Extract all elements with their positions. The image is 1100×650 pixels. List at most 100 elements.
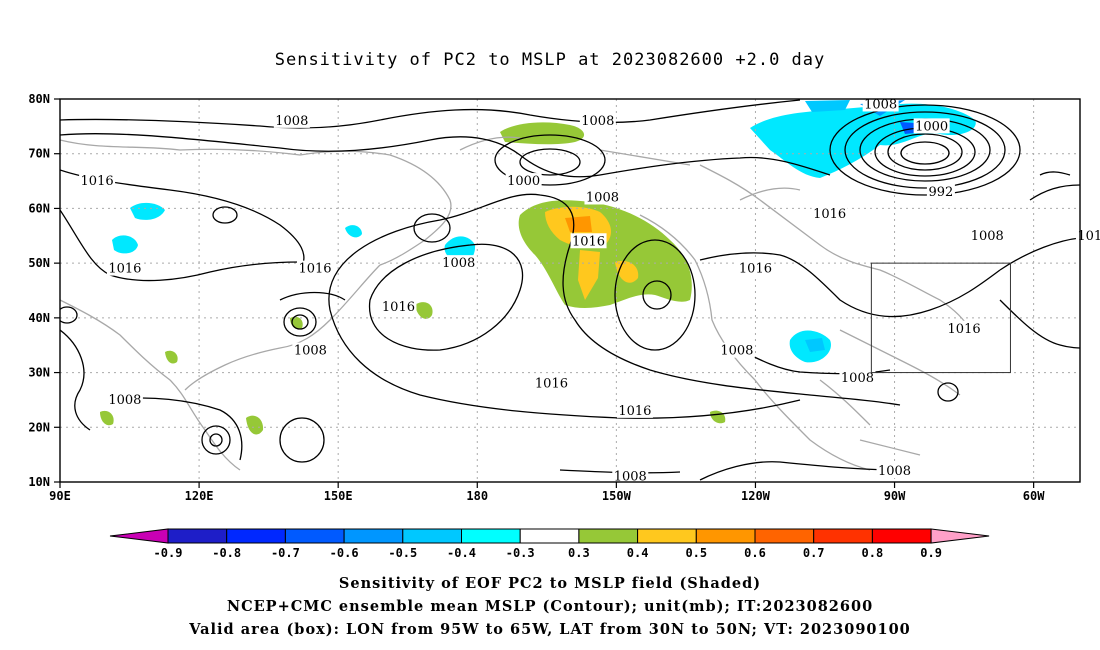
lon-tick-label: 60W [1023, 489, 1045, 503]
contour-label: 1016 [298, 262, 331, 277]
contour-label-bg [106, 391, 143, 407]
lon-tick-label: 120E [185, 489, 214, 503]
contour-label: 1008 [581, 114, 614, 129]
colorbar-tick-label: -0.5 [388, 546, 417, 560]
colorbar-segment [578, 528, 639, 544]
contour-label-bg [946, 320, 983, 336]
caption-line-1: Sensitivity of EOF PC2 to MSLP field (Sh… [338, 575, 762, 592]
colorbar-segment [284, 528, 345, 544]
negative-sensitivity-region [805, 338, 825, 352]
contour-label: 1000 [507, 174, 540, 189]
negative-sensitivity-region [112, 235, 138, 254]
caption-line-2: NCEP+CMC ensemble mean MSLP (Contour); u… [226, 598, 874, 615]
caption-line-3: Valid area (box): LON from 95W to 65W, L… [189, 621, 911, 638]
contour-label: 1008 [878, 464, 911, 479]
positive-sensitivity-region [415, 302, 433, 319]
contour-label-bg [718, 342, 755, 358]
contour-label: 1000 [915, 119, 948, 134]
contour-label: 1016 [1077, 229, 1100, 244]
positive-sensitivity-region [578, 250, 600, 300]
lon-tick-label: 180 [466, 489, 488, 503]
lon-tick-label: 150W [602, 489, 632, 503]
colorbar-segment [343, 528, 404, 544]
colorbar-tick-label: 0.9 [920, 546, 942, 560]
contour-label: 1016 [813, 207, 846, 222]
contour-label: 1016 [108, 262, 141, 277]
contour-label-bg [811, 205, 848, 221]
colorbar-tick-label: 0.6 [744, 546, 766, 560]
contour-label-bg [297, 260, 333, 276]
lon-tick-label: 90E [49, 489, 71, 503]
lat-tick-label: 80N [28, 92, 50, 106]
colorbar-tick-label: -0.8 [212, 546, 241, 560]
contour-label-bg [616, 402, 653, 418]
colorbar-tick-label: 0.4 [627, 546, 649, 560]
lat-tick-label: 10N [28, 475, 50, 489]
contour-label-bg [570, 233, 607, 249]
colorbar-tick-label: -0.7 [271, 546, 300, 560]
colorbar-max-arrow [930, 528, 990, 544]
contour-label: 1016 [382, 300, 415, 315]
contour-label-bg [862, 96, 899, 112]
map-title: Sensitivity of PC2 to MSLP at 2023082600… [274, 50, 826, 70]
lat-tick-label: 40N [28, 311, 50, 325]
contour-label-bg [106, 260, 143, 276]
positive-sensitivity-region [565, 216, 592, 232]
lon-tick-label: 120W [741, 489, 771, 503]
positive-sensitivity-region [165, 350, 178, 364]
colorbar-tick-label: 0.5 [685, 546, 707, 560]
contour-label: 992 [928, 185, 953, 200]
colorbar-segment [871, 528, 932, 544]
negative-sensitivity-region [130, 202, 165, 220]
positive-sensitivity-region [100, 410, 114, 426]
contour-label-bg [584, 189, 621, 205]
contour-label: 1008 [586, 190, 619, 205]
contour-label: 1008 [841, 371, 874, 386]
colorbar-segment [813, 528, 873, 544]
contour-label-bg [737, 260, 774, 276]
contour-label-bg [79, 173, 116, 189]
contour-label-bg [913, 118, 950, 134]
contour-label: 1016 [81, 174, 114, 189]
plot-frame [59, 98, 1081, 483]
colorbar-segment [461, 528, 521, 544]
colorbar-tick-label: 0.8 [862, 546, 884, 560]
contour-label-bg [533, 375, 570, 391]
colorbar-tick-label: -0.3 [506, 546, 535, 560]
colorbar-min-arrow [109, 528, 169, 544]
contour-label: 1008 [294, 344, 327, 359]
lat-tick-label: 20N [28, 420, 50, 434]
lon-tick-label: 150E [324, 489, 353, 503]
colorbar-tick-label: -0.6 [330, 546, 359, 560]
contour-label: 1016 [739, 262, 772, 277]
negative-sensitivity-region [805, 100, 850, 112]
contour-label: 1016 [572, 234, 605, 249]
negative-sensitivity-region [345, 225, 362, 238]
mslp-contours [60, 99, 1080, 481]
lat-tick-label: 70N [28, 147, 50, 161]
colorbar-segment [754, 528, 815, 544]
colorbar-segment [637, 528, 697, 544]
positive-sensitivity-region [518, 200, 692, 309]
colorbar-tick-label: 0.3 [568, 546, 590, 560]
colorbar-segment [695, 528, 756, 544]
contour-label-bg [969, 227, 1006, 243]
positive-sensitivity-region [246, 415, 264, 435]
contour-label: 1008 [720, 344, 753, 359]
contour-label: 1008 [108, 393, 141, 408]
colorbar-tick-label: -0.4 [447, 546, 476, 560]
contour-label: 1008 [614, 470, 647, 485]
colorbar-tick-label: 0.7 [803, 546, 825, 560]
contour-label: 1008 [275, 114, 308, 129]
lat-tick-label: 60N [28, 201, 50, 215]
contour-label: 1016 [618, 404, 651, 419]
contour-labels: 1008 1008 1008 1000 1016 1000 1008 992 1016 1008 1… [79, 96, 1100, 485]
contour-label-bg [926, 184, 955, 200]
positive-sensitivity-region [710, 410, 726, 424]
contour-label-bg [273, 112, 310, 128]
colorbar-segment [402, 528, 462, 544]
colorbar-tick-label: -0.9 [154, 546, 183, 560]
valid-area-box [870, 262, 1011, 374]
